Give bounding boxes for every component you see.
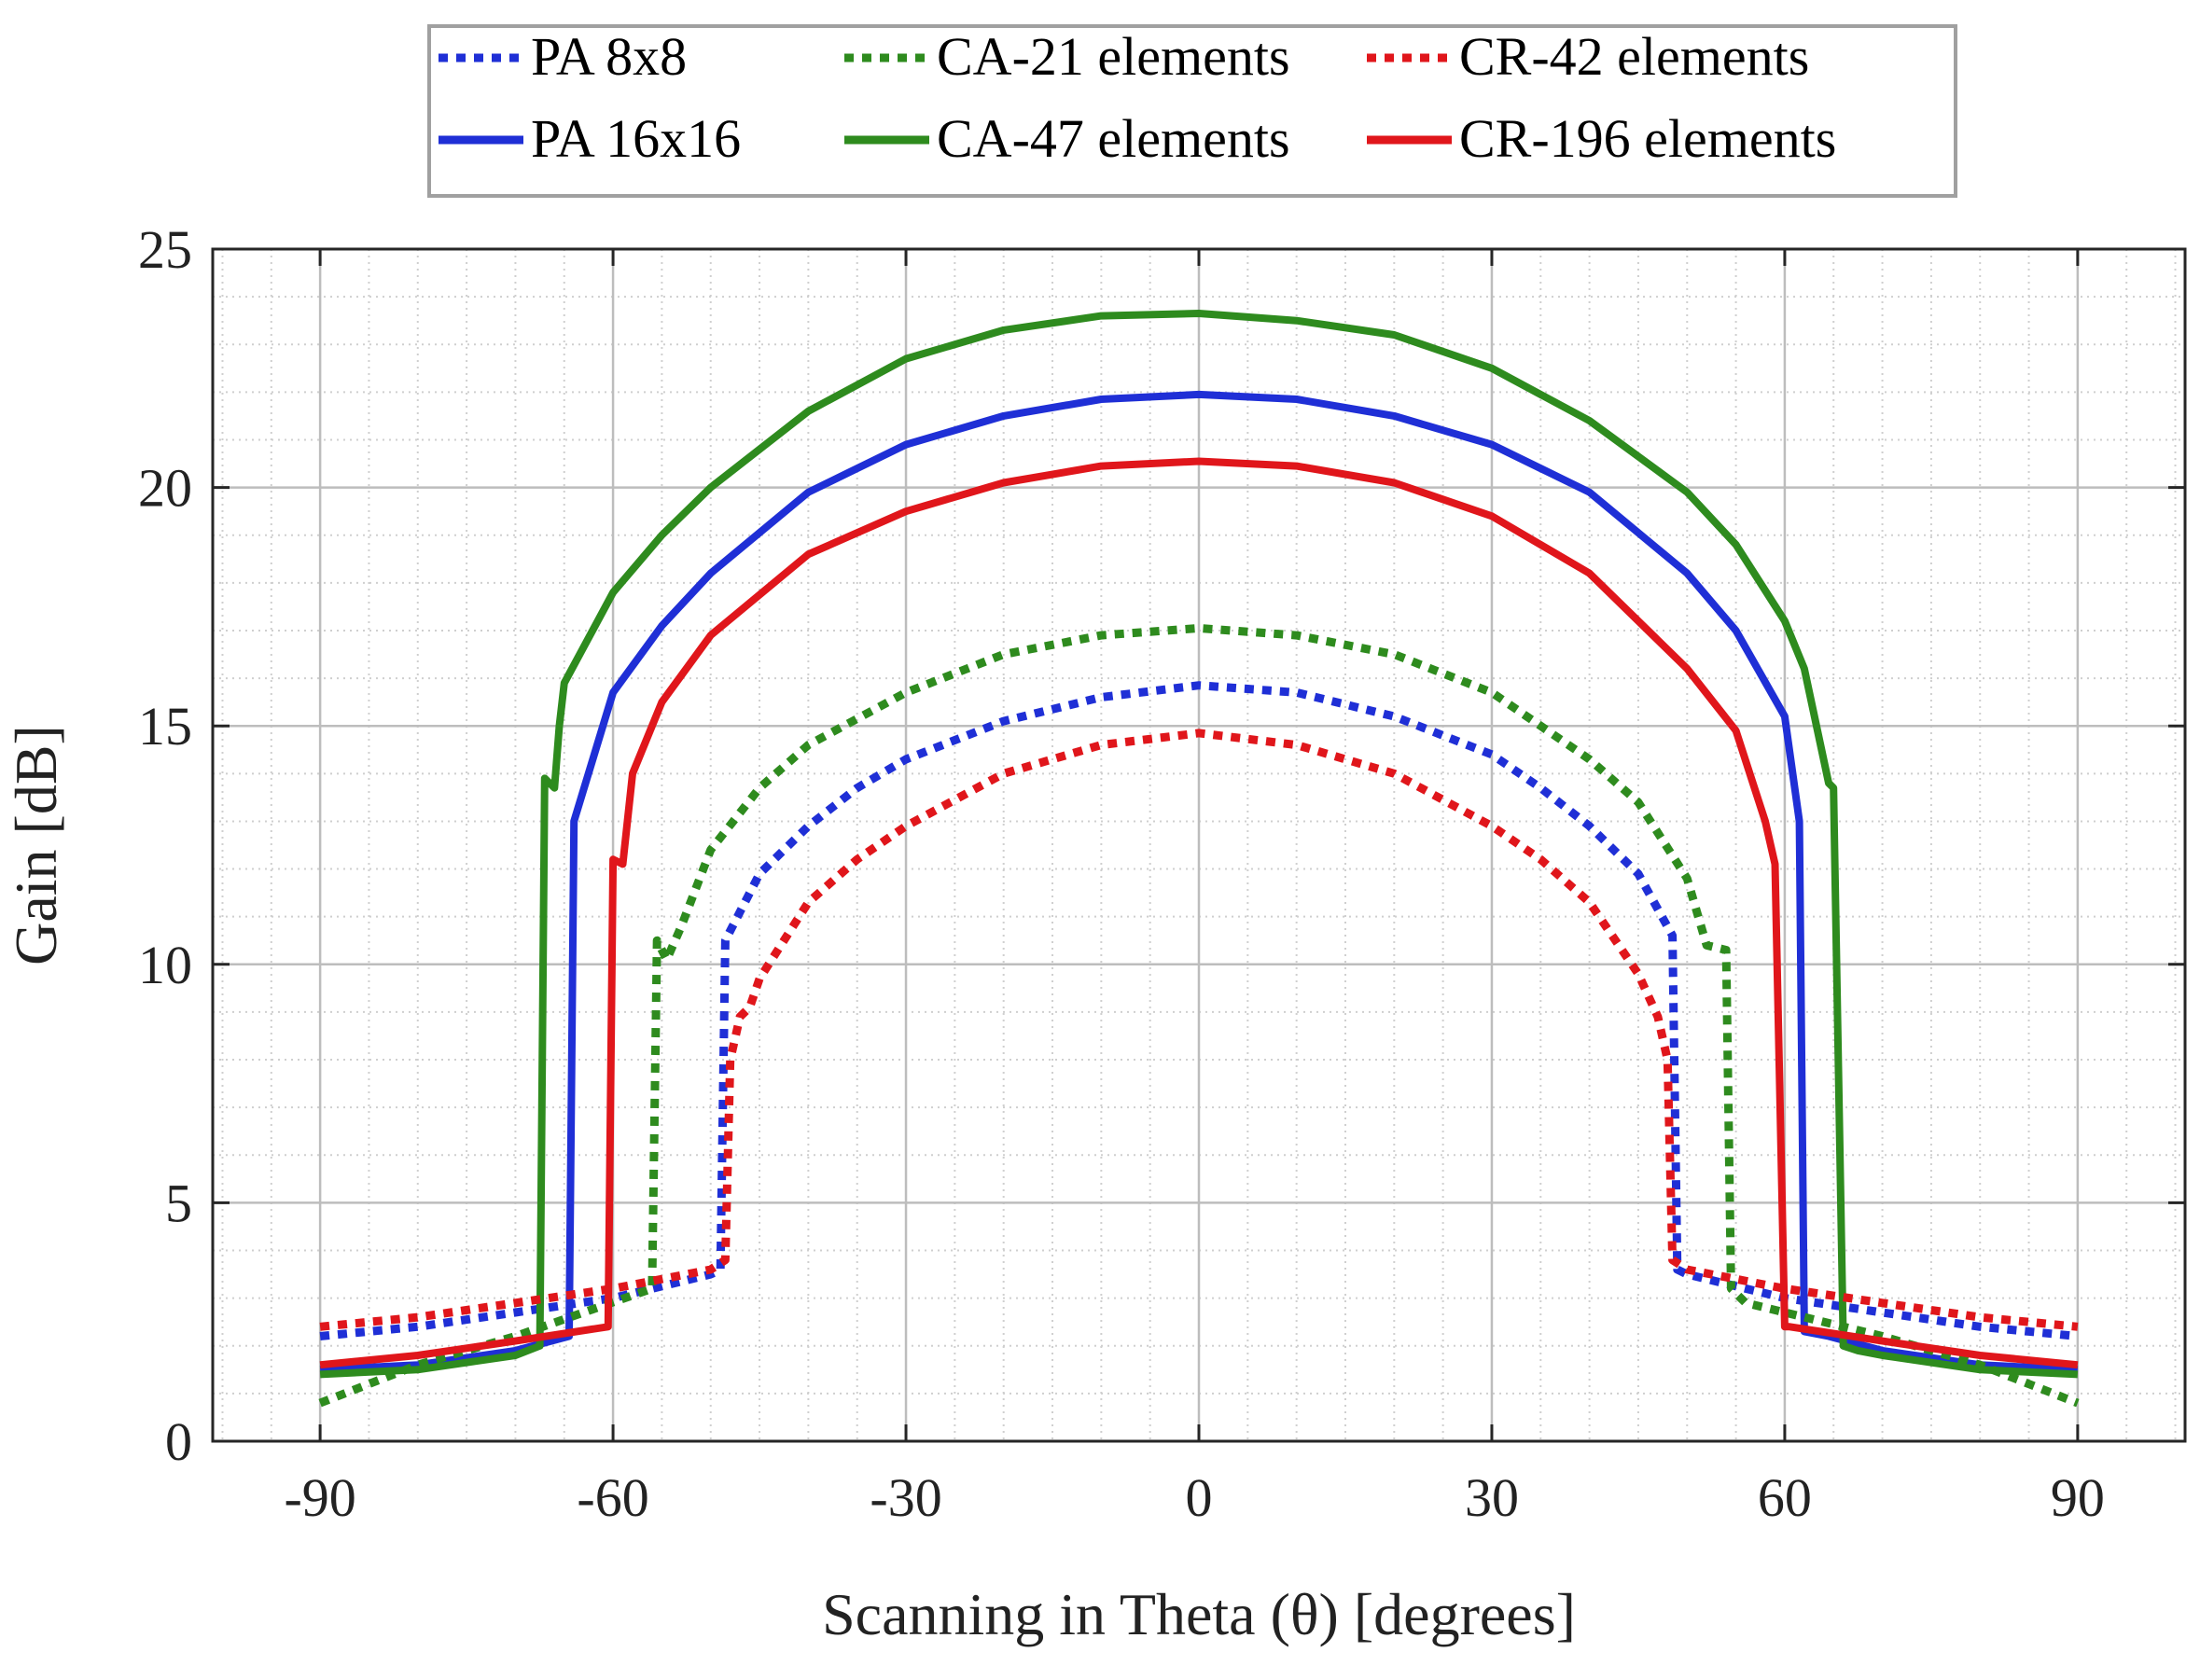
series-line-pa-8x8 (319, 681, 2079, 1340)
y-tick-label: 5 (165, 1173, 192, 1233)
legend-label: PA 16x16 (531, 108, 741, 169)
legend: PA 8x8 PA 16x16 CA-21 elements CA-47 elemen… (427, 24, 1957, 198)
legend-label: CR-196 elements (1459, 108, 1836, 169)
y-axis-title: Gain [dB] (3, 725, 69, 965)
y-tick-label: 25 (138, 219, 192, 280)
x-tick-labels: -90 -60 -30 0 30 60 90 (284, 1467, 2104, 1528)
series-line-pa-16x16 (319, 390, 2079, 1374)
legend-label: PA 8x8 (531, 26, 687, 87)
x-axis-title: Scanning in Theta (θ) [degrees] (822, 1581, 1576, 1647)
series-line-ca-47-elements (319, 310, 2079, 1379)
y-tick-label: 10 (138, 935, 192, 995)
x-tick-label: 30 (1465, 1467, 1519, 1528)
x-tick-label: 0 (1186, 1467, 1213, 1528)
x-tick-label: -30 (870, 1467, 941, 1528)
legend-label: CR-42 elements (1459, 26, 1809, 87)
series-layer (318, 310, 2080, 1408)
y-tick-label: 20 (138, 458, 192, 519)
x-tick-label: -60 (577, 1467, 648, 1528)
legend-box (427, 24, 1957, 198)
tick-marks (213, 247, 2185, 1443)
y-tick-label: 0 (165, 1411, 192, 1472)
legend-label: CA-47 elements (937, 108, 1290, 169)
x-tick-label: 60 (1758, 1467, 1812, 1528)
series-line-ca-21-elements (318, 623, 2080, 1408)
y-tick-labels: 0 5 10 15 20 25 (138, 219, 192, 1472)
y-tick-label: 15 (138, 696, 192, 757)
series-line-cr-42-elements (319, 729, 2079, 1331)
legend-label: CA-21 elements (937, 26, 1290, 87)
x-tick-label: 90 (2051, 1467, 2105, 1528)
x-tick-label: -90 (284, 1467, 355, 1528)
series-line-cr-196-elements (319, 457, 2079, 1369)
